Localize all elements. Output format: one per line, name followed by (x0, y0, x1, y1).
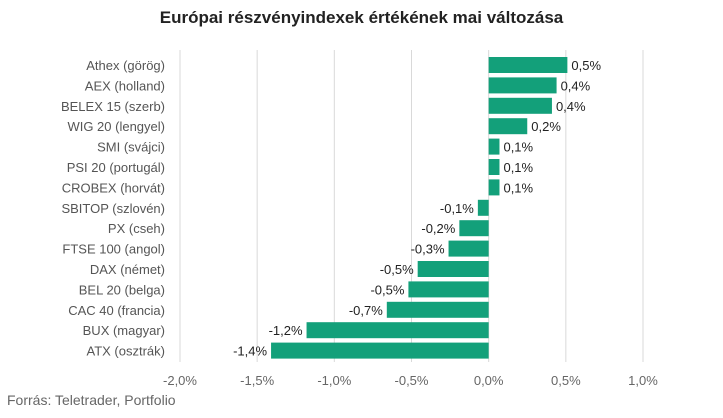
data-label: -0,1% (440, 201, 474, 216)
source-note: Forrás: Teletrader, Portfolio (7, 392, 176, 408)
x-tick-label: -2,0% (163, 373, 197, 388)
category-label: Athex (görög) (86, 58, 165, 73)
category-label: SMI (svájci) (97, 140, 165, 155)
data-label: -0,7% (349, 303, 383, 318)
x-tick-label: 0,0% (474, 373, 504, 388)
category-label: BEL 20 (belga) (79, 282, 165, 297)
category-label: DAX (német) (90, 262, 165, 277)
bar (488, 179, 500, 196)
data-label: 0,4% (561, 78, 591, 93)
data-label: 0,1% (503, 140, 533, 155)
category-label: FTSE 100 (angol) (62, 242, 165, 257)
data-label: -0,5% (380, 262, 414, 277)
category-label: BUX (magyar) (83, 323, 165, 338)
bar (488, 138, 500, 155)
category-label: PSI 20 (portugál) (67, 160, 165, 175)
category-label: ATX (osztrák) (87, 344, 166, 359)
data-label: 0,4% (556, 99, 586, 114)
category-label: CROBEX (horvát) (62, 180, 165, 195)
category-label: SBITOP (szlovén) (61, 201, 165, 216)
category-label: AEX (holland) (85, 78, 165, 93)
x-tick-label: -1,5% (240, 373, 274, 388)
data-label: 0,2% (531, 119, 561, 134)
data-label: -0,5% (370, 282, 404, 297)
data-label: 0,5% (571, 58, 601, 73)
bar (386, 301, 489, 318)
bar (459, 220, 489, 237)
bar (488, 97, 552, 114)
data-label: -0,2% (421, 221, 455, 236)
chart-title: Európai részvényindexek értékének mai vá… (159, 8, 564, 27)
bar (271, 342, 489, 359)
data-label: -0,3% (411, 242, 445, 257)
bar (408, 281, 489, 298)
data-label: 0,1% (503, 180, 533, 195)
bar (448, 240, 489, 257)
data-label: -1,2% (269, 323, 303, 338)
bar (488, 118, 528, 135)
data-label: 0,1% (503, 160, 533, 175)
x-tick-label: 0,5% (551, 373, 581, 388)
bar (488, 57, 568, 73)
bar (488, 159, 500, 175)
data-label: -1,4% (233, 344, 267, 359)
x-tick-label: 1,0% (628, 373, 658, 388)
category-label: WIG 20 (lengyel) (67, 119, 165, 134)
category-label: BELEX 15 (szerb) (61, 99, 165, 114)
x-tick-label: -0,5% (395, 373, 429, 388)
x-tick-label: -1,0% (317, 373, 351, 388)
bar (417, 261, 489, 277)
bar (477, 199, 489, 216)
category-label: PX (cseh) (108, 221, 165, 236)
bar (306, 322, 489, 339)
bar (488, 77, 557, 94)
category-label: CAC 40 (francia) (68, 303, 165, 318)
